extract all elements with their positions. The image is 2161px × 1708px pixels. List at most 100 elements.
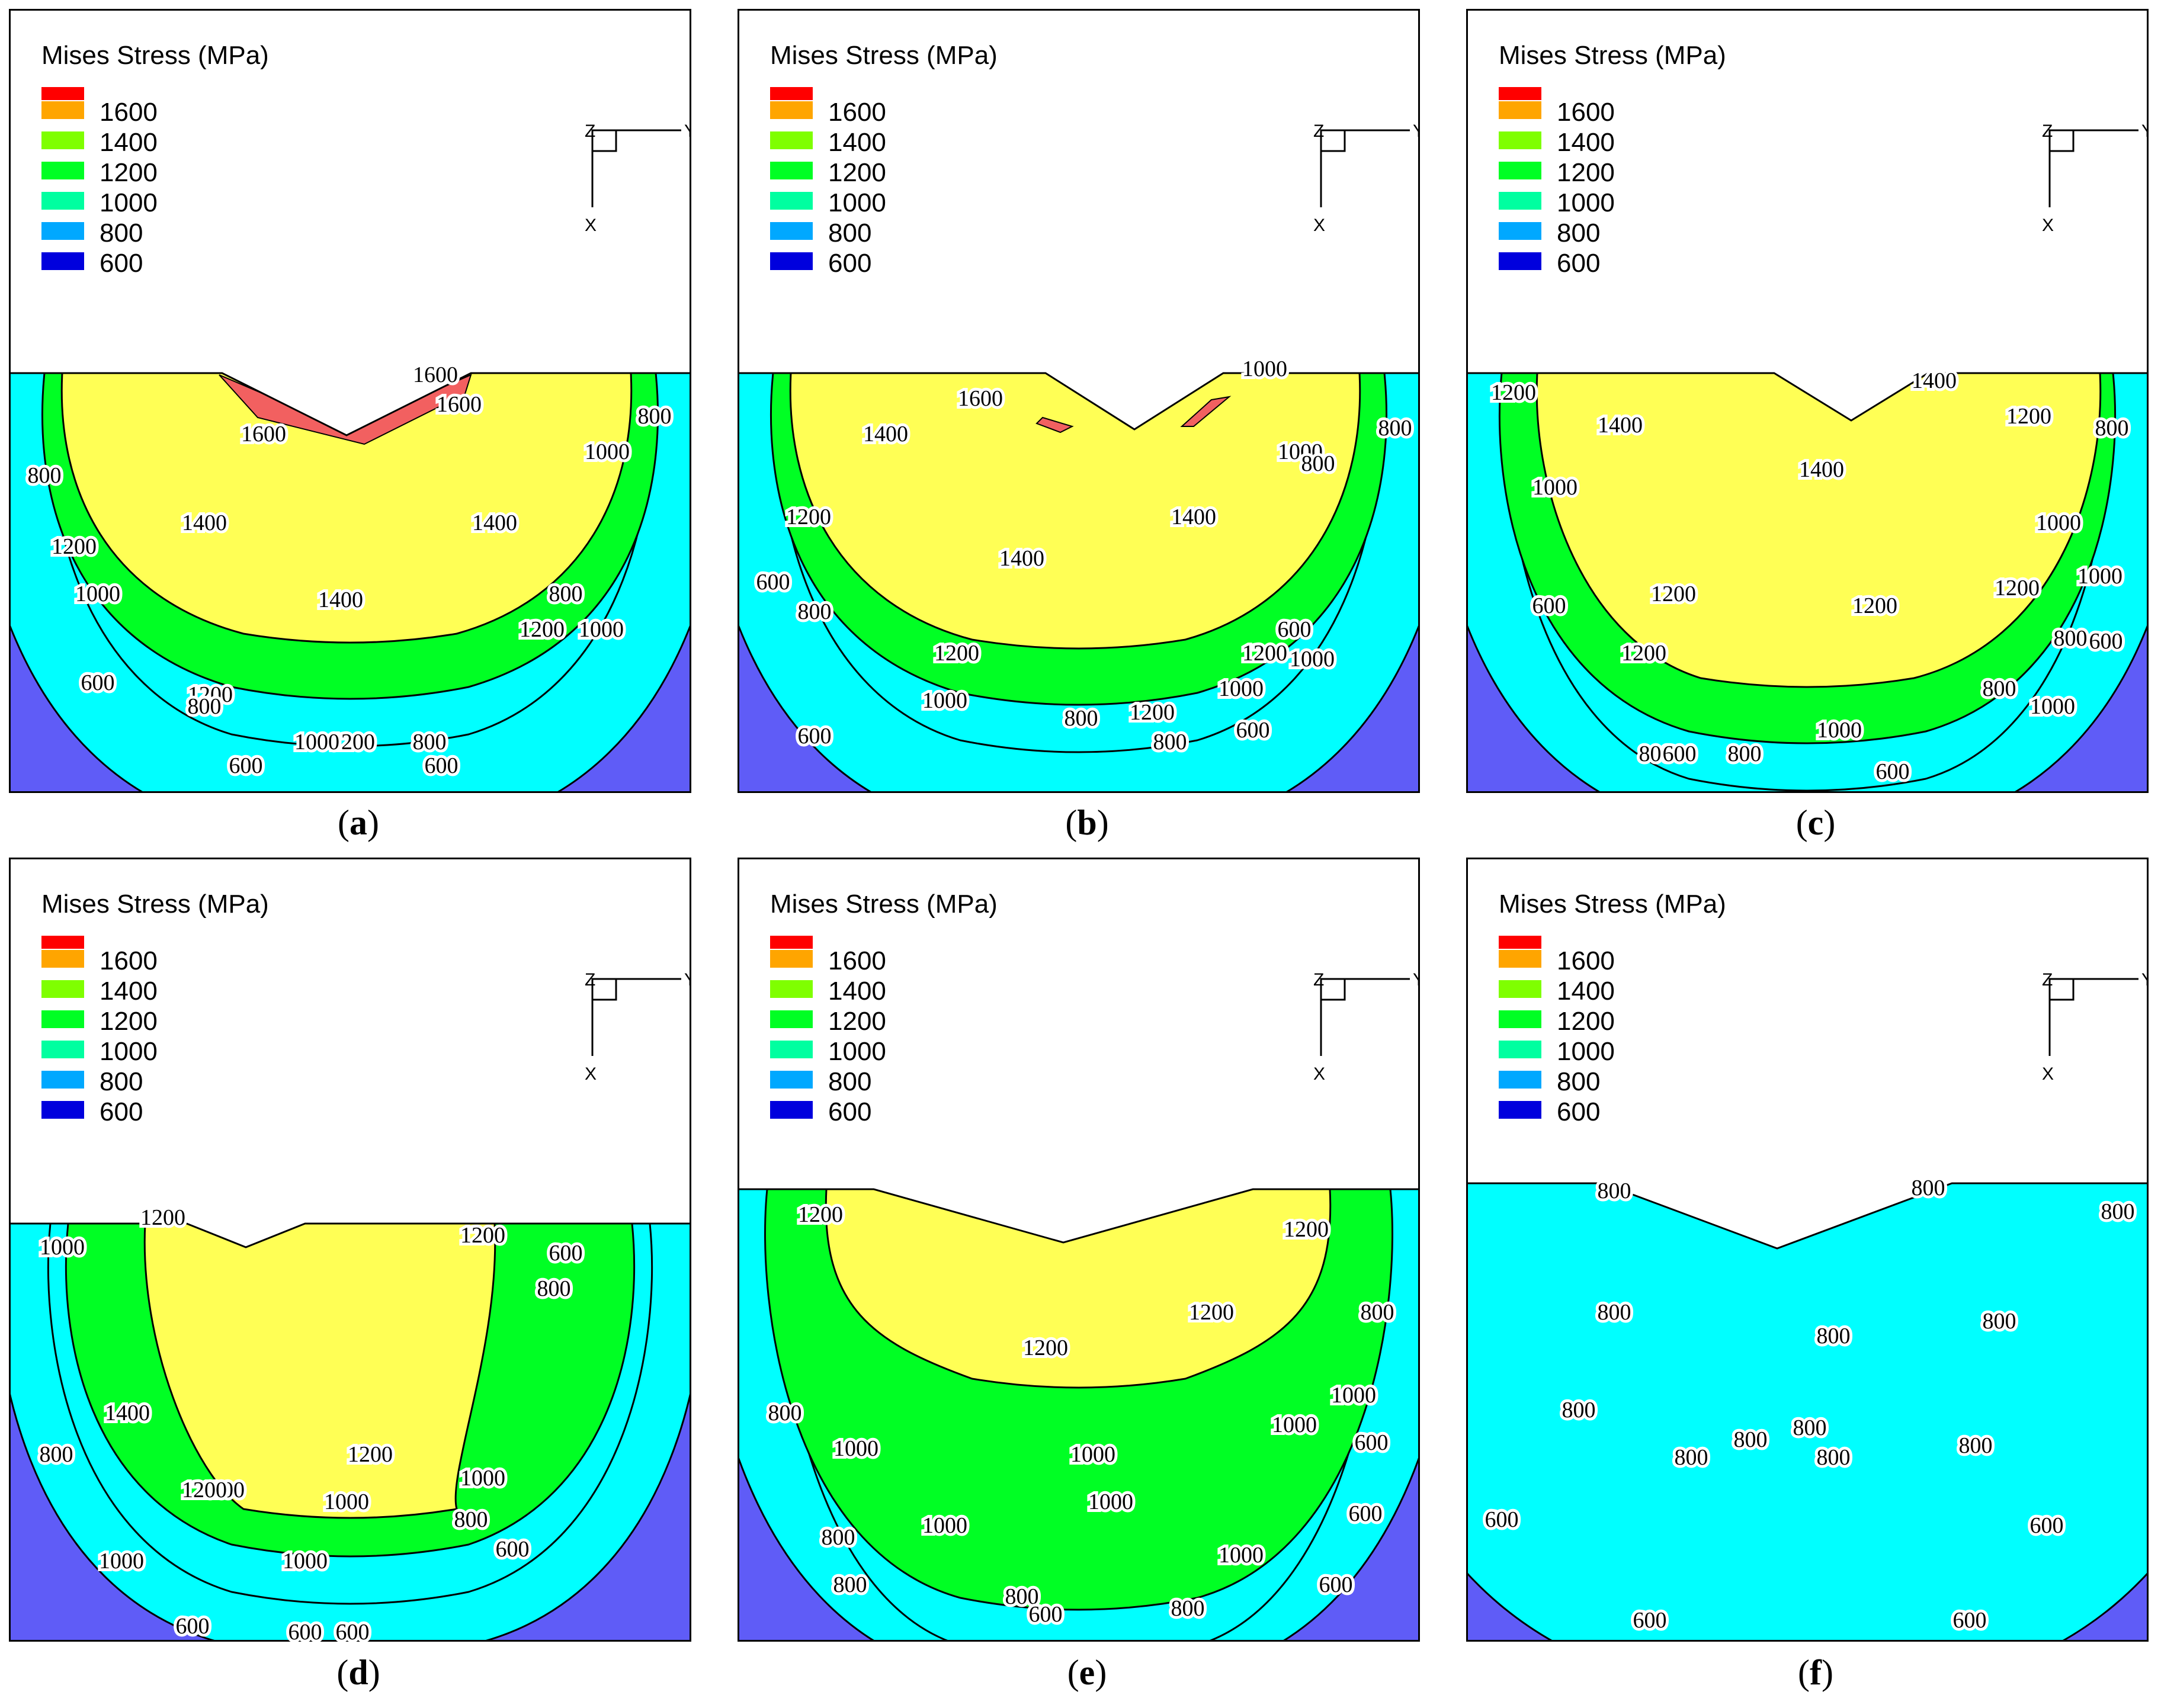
legend-label: 600 — [828, 1097, 872, 1126]
contour-label: 1000 — [96, 1546, 147, 1577]
legend-label: 1200 — [1557, 1007, 1615, 1036]
contour-label: 1000 — [1275, 436, 1326, 467]
axis-box — [1320, 978, 1346, 1001]
legend-label: 800 — [1557, 1067, 1601, 1096]
legend-title: Mises Stress (MPa) — [1499, 890, 1726, 919]
svg-text:1000: 1000 — [40, 1235, 85, 1260]
panel-caption: (f) — [1798, 1653, 1833, 1692]
legend-swatch — [770, 87, 813, 100]
legend-label: 800 — [828, 219, 872, 248]
legend-swatch — [1499, 1101, 1541, 1119]
contour-label: 800 — [831, 1569, 870, 1600]
contour-label: 1200 — [327, 727, 378, 757]
contour-label: 1600 — [955, 383, 1006, 414]
specimen-top-edge — [1466, 1182, 2149, 1250]
contour-label: 1400 — [1796, 454, 1847, 485]
legend-swatch — [41, 950, 84, 968]
contour-label: 800 — [1672, 1442, 1711, 1473]
svg-text:1600: 1600 — [958, 386, 1003, 411]
contour-label: 800 — [1595, 1176, 1634, 1206]
legend-label: 1200 — [1557, 158, 1615, 187]
contour-label: 1000 — [1085, 1487, 1136, 1517]
blank-area — [1466, 858, 2149, 1248]
legend-label: 600 — [1557, 249, 1601, 278]
svg-text:1000: 1000 — [2030, 694, 2075, 719]
svg-text:1200: 1200 — [460, 1223, 505, 1248]
contour-label: 1200 — [1020, 1333, 1071, 1363]
panel-caption-letter: f — [1810, 1653, 1822, 1692]
blank-area — [738, 9, 1420, 429]
contour-label: 1200 — [1849, 590, 1900, 621]
contour-label: 800 — [1980, 673, 2019, 704]
contour-label: 800 — [1376, 413, 1415, 444]
legend-swatch — [1499, 101, 1541, 119]
svg-text:600: 600 — [1953, 1608, 1987, 1633]
contour-label: 1000 — [2027, 691, 2078, 722]
svg-text:600: 600 — [1532, 593, 1566, 618]
svg-text:800: 800 — [768, 1401, 802, 1426]
legend-title: Mises Stress (MPa) — [41, 890, 269, 919]
contour-label: 1200 — [49, 531, 100, 562]
svg-text:1200: 1200 — [1284, 1217, 1329, 1242]
svg-text:600: 600 — [81, 670, 115, 695]
contour-label: 600 — [1630, 1605, 1670, 1636]
legend-swatch — [770, 1010, 813, 1028]
legend-label: 1000 — [828, 1037, 886, 1066]
svg-text:800: 800 — [2095, 416, 2129, 441]
svg-text:800: 800 — [1793, 1415, 1827, 1440]
contour-label: 600 — [173, 1611, 213, 1642]
z-axis-label: Z — [1313, 121, 1324, 141]
legend-label: 1000 — [100, 1037, 158, 1066]
blank-area — [9, 9, 691, 435]
legend-swatch — [41, 131, 84, 149]
legend-label: 800 — [100, 1067, 143, 1096]
svg-text:600: 600 — [1633, 1608, 1667, 1633]
z-axis-label: Z — [585, 121, 595, 141]
contour-label: 1200 — [1127, 697, 1178, 728]
svg-text:600: 600 — [1663, 741, 1697, 766]
legend-label: 1600 — [1557, 98, 1615, 127]
contour-label: 1200 — [795, 1199, 846, 1230]
blank-area — [9, 858, 691, 1247]
y-axis-label: Y — [2141, 121, 2149, 141]
contour-label: 800 — [1980, 1306, 2019, 1337]
contour-label: 800 — [1814, 1442, 1854, 1473]
svg-text:800: 800 — [638, 404, 672, 429]
legend-label: 600 — [100, 1097, 143, 1126]
svg-text:1000: 1000 — [579, 617, 624, 642]
svg-text:600: 600 — [336, 1620, 370, 1642]
svg-text:800: 800 — [1598, 1300, 1631, 1325]
contour-label: 800 — [1298, 448, 1338, 479]
contour-label: 600 — [1346, 1498, 1386, 1529]
contour-label: 1000 — [831, 1433, 881, 1464]
contour-label: 600 — [1950, 1605, 1990, 1636]
svg-text:1200: 1200 — [798, 1202, 843, 1227]
contour-label: 1000 — [1287, 644, 1338, 675]
svg-text:800: 800 — [1301, 451, 1335, 476]
legend-swatch — [770, 936, 813, 949]
contour-label: 1000 — [1216, 1540, 1267, 1571]
panel-frame — [1466, 9, 2149, 793]
axis-box — [2048, 129, 2075, 152]
svg-text:1000: 1000 — [1817, 718, 1862, 743]
svg-text:800: 800 — [1983, 1309, 2016, 1334]
contour-label: 1000 — [1239, 354, 1290, 384]
legend-title: Mises Stress (MPa) — [770, 41, 998, 70]
svg-text:1000: 1000 — [294, 730, 339, 755]
contour-label: 600 — [1316, 1569, 1356, 1600]
legend-label: 1600 — [100, 98, 158, 127]
contour-label: 800 — [2098, 1196, 2138, 1227]
svg-text:1400: 1400 — [472, 511, 517, 535]
contour-label: 1000 — [1530, 472, 1580, 503]
legend-swatch — [41, 162, 84, 179]
svg-text:600: 600 — [1029, 1602, 1063, 1627]
svg-text:1200: 1200 — [1130, 700, 1175, 725]
contour-label: 1200 — [1281, 1214, 1332, 1245]
contour-label: 1000 — [2075, 561, 2125, 592]
contour-label: 1400 — [1168, 502, 1219, 532]
legend-swatch — [1499, 222, 1541, 240]
contour-label: 1000 — [1814, 715, 1865, 746]
svg-text:1200: 1200 — [786, 505, 831, 529]
legend-label: 1600 — [1557, 946, 1615, 975]
svg-text:1000: 1000 — [1278, 439, 1323, 464]
